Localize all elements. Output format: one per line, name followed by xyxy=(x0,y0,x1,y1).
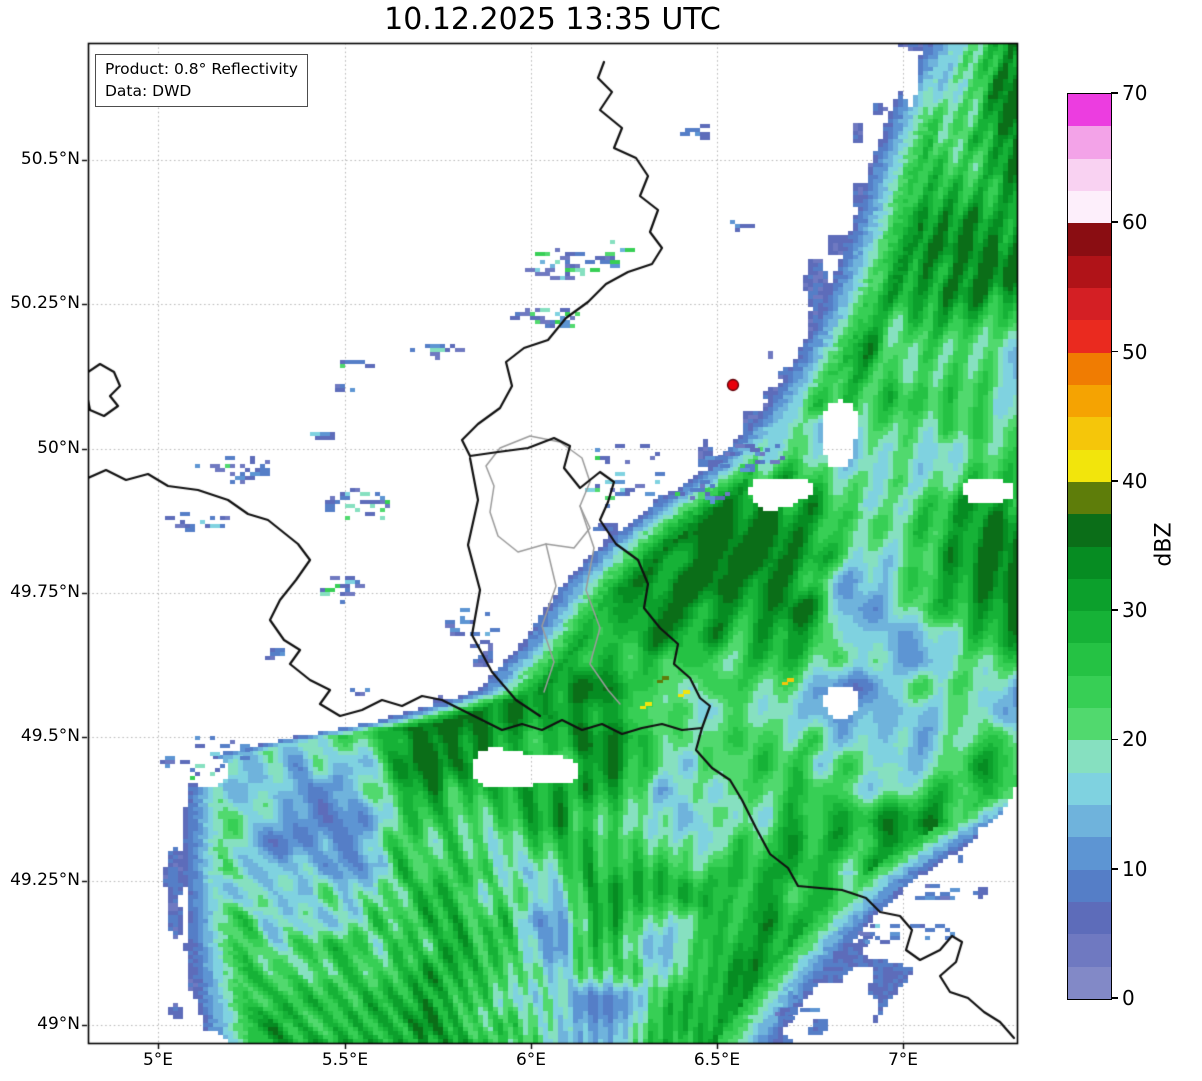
colorbar-tick-mark xyxy=(1111,997,1118,999)
colorbar-tick-mark xyxy=(1111,92,1118,94)
colorbar-tick-label: 50 xyxy=(1122,339,1148,364)
colorbar-segment xyxy=(1068,255,1111,288)
colorbar-tick-mark xyxy=(1111,738,1118,741)
x-tick-label: 6.5°E xyxy=(693,1050,741,1070)
x-tick-label: 5°E xyxy=(142,1050,174,1070)
colorbar-segment xyxy=(1068,158,1111,191)
colorbar-segment xyxy=(1068,125,1111,159)
colorbar-segment xyxy=(1068,94,1111,127)
product-info-box: Product: 0.8° Reflectivity Data: DWD xyxy=(95,54,308,108)
product-line: Product: 0.8° Reflectivity xyxy=(105,60,298,78)
colorbar-segment xyxy=(1068,481,1111,515)
colorbar-segment xyxy=(1068,836,1111,870)
y-tick-label: 50.5°N xyxy=(20,149,80,169)
data-source-line: Data: DWD xyxy=(105,81,192,100)
colorbar-segment xyxy=(1068,610,1111,644)
x-tick-label: 5.5°E xyxy=(321,1050,369,1070)
colorbar-segment xyxy=(1068,319,1111,353)
colorbar-segment xyxy=(1068,772,1111,806)
x-tick-label: 6°E xyxy=(515,1050,547,1070)
colorbar-segment xyxy=(1068,804,1111,838)
colorbar-tick-mark xyxy=(1111,221,1118,224)
y-tick-label: 49.5°N xyxy=(20,726,80,746)
y-tick-label: 49.75°N xyxy=(10,582,80,602)
colorbar-segment xyxy=(1068,933,1111,967)
colorbar-label: dBZ xyxy=(1151,522,1177,567)
colorbar-tick-mark xyxy=(1111,867,1118,870)
colorbar-tick-mark xyxy=(1111,350,1118,353)
colorbar-segment xyxy=(1068,222,1111,256)
colorbar-tick-label: 0 xyxy=(1122,986,1135,1010)
y-tick-label: 49.25°N xyxy=(10,870,80,890)
colorbar-segment xyxy=(1068,675,1111,709)
colorbar-tick-label: 70 xyxy=(1122,81,1148,105)
colorbar-tick-label: 10 xyxy=(1122,856,1148,881)
y-tick-label: 50°N xyxy=(37,438,80,458)
colorbar-tick-label: 20 xyxy=(1122,727,1148,752)
colorbar-segment xyxy=(1068,352,1111,385)
colorbar-segment xyxy=(1068,966,1111,999)
colorbar-segment xyxy=(1068,901,1111,935)
colorbar-segment xyxy=(1068,287,1111,321)
figure-title: 10.12.2025 13:35 UTC xyxy=(384,2,721,37)
colorbar-segment xyxy=(1068,448,1111,482)
colorbar-tick-label: 60 xyxy=(1122,210,1148,235)
colorbar-segment xyxy=(1068,578,1111,612)
colorbar-tick-mark xyxy=(1111,609,1118,611)
colorbar xyxy=(1067,93,1112,1000)
colorbar-segment xyxy=(1068,416,1111,450)
colorbar-tick-mark xyxy=(1111,480,1118,482)
x-tick-label: 7°E xyxy=(887,1050,919,1070)
colorbar-segment xyxy=(1068,707,1111,741)
colorbar-segment xyxy=(1068,739,1111,773)
y-tick-label: 49°N xyxy=(37,1014,80,1034)
colorbar-segment xyxy=(1068,384,1111,418)
colorbar-segment xyxy=(1068,190,1111,224)
colorbar-segment xyxy=(1068,513,1111,547)
colorbar-segments xyxy=(1068,94,1111,999)
colorbar-segment xyxy=(1068,545,1111,579)
colorbar-tick-label: 30 xyxy=(1122,598,1148,623)
colorbar-tick-label: 40 xyxy=(1122,468,1148,493)
y-tick-label: 50.25°N xyxy=(10,293,80,313)
colorbar-segment xyxy=(1068,869,1111,903)
colorbar-segment xyxy=(1068,642,1111,676)
